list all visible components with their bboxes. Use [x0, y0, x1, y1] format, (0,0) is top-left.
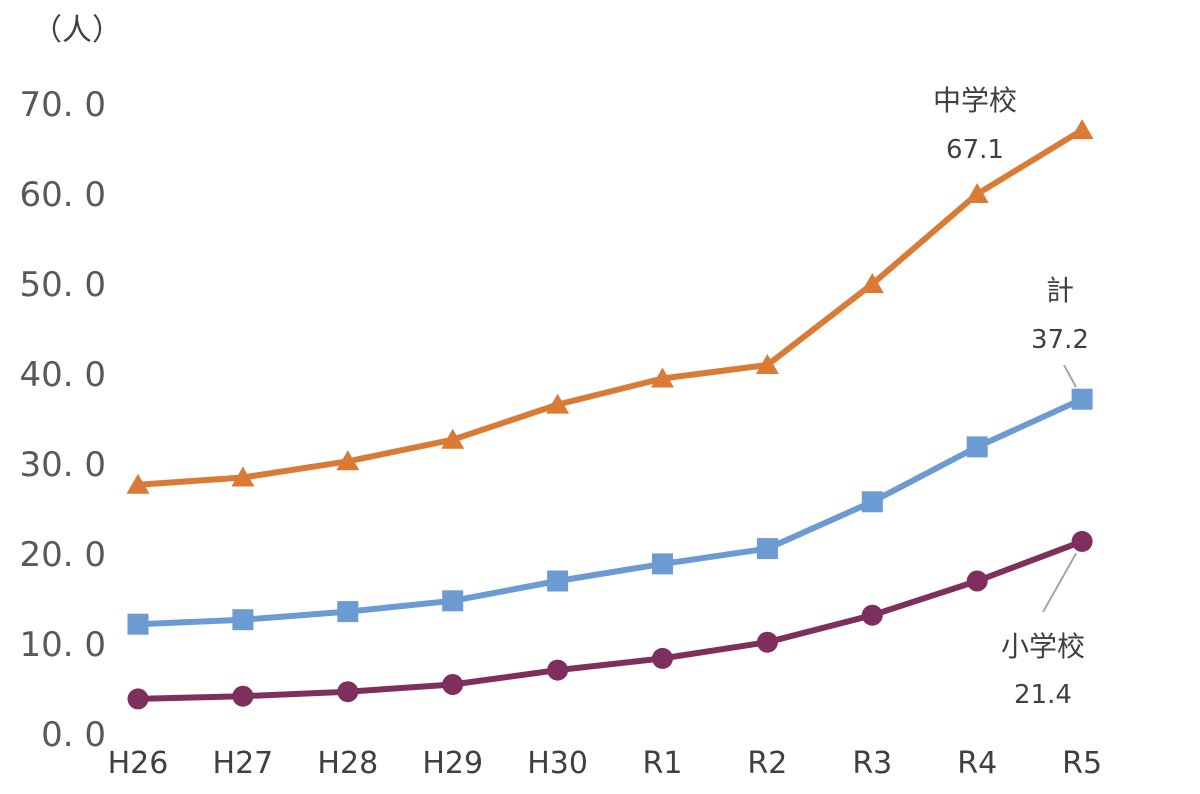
y-tick-label: 10. 0: [19, 625, 106, 665]
data-point-square: [966, 436, 988, 458]
x-tick-label: H27: [213, 746, 274, 781]
x-tick-label: R4: [957, 746, 997, 781]
series-line: [135, 127, 1086, 488]
data-point-square: [861, 491, 883, 513]
data-label: 21.4: [1014, 680, 1072, 710]
leader-lines: [1042, 364, 1077, 613]
y-tick-label: 60. 0: [19, 175, 106, 215]
data-point-triangle: [231, 466, 255, 487]
y-tick-label: 50. 0: [19, 265, 106, 305]
y-tick-label: 40. 0: [19, 355, 106, 395]
data-point-square: [547, 570, 569, 592]
x-tick-label: R1: [643, 746, 683, 781]
data-point-circle: [756, 631, 778, 653]
series-name-label: 小学校: [1001, 630, 1085, 663]
data-point-triangle: [755, 354, 779, 374]
data-point-circle: [547, 659, 569, 681]
leader-line: [1042, 552, 1077, 613]
series-name-label: 計: [1046, 274, 1074, 307]
data-point-circle: [127, 688, 149, 710]
x-axis: H26 H27 H28 H29 H30 R1 R2 R3 R4 R5: [108, 746, 1102, 781]
data-point-square: [337, 601, 359, 623]
data-point-triangle: [965, 183, 989, 203]
series-labels: 中学校 67.1 計 37.2 小学校 21.4: [933, 84, 1089, 710]
data-point-triangle: [860, 273, 884, 293]
y-axis: 0. 0 10. 0 20. 0 30. 0 40. 0 50. 0 60. 0 70. 0: [19, 85, 106, 755]
data-point-square: [127, 613, 149, 635]
data-point-circle: [442, 674, 464, 695]
data-label: 67.1: [946, 135, 1004, 165]
series-line: [135, 538, 1086, 702]
data-point-circle: [337, 681, 359, 703]
data-point-triangle: [336, 450, 360, 471]
data-point-square: [1071, 388, 1093, 410]
x-tick-label: R3: [852, 746, 892, 781]
unit-label: （人）: [32, 13, 122, 48]
data-point-circle: [861, 604, 883, 626]
y-tick-label: 70. 0: [19, 85, 106, 125]
y-tick-label: 30. 0: [19, 445, 106, 485]
x-tick-label: H30: [527, 746, 588, 781]
data-point-circle: [232, 685, 254, 707]
data-point-triangle: [651, 367, 674, 388]
x-tick-label: R2: [747, 746, 787, 781]
series-line: [135, 396, 1086, 628]
y-tick-label: 20. 0: [19, 535, 106, 575]
x-tick-label: H29: [422, 746, 483, 781]
data-label: 37.2: [1031, 325, 1089, 355]
data-point-circle: [1071, 530, 1093, 552]
data-point-triangle: [126, 473, 150, 494]
x-tick-label: H26: [108, 746, 169, 781]
x-tick-label: R5: [1062, 746, 1102, 781]
data-point-square: [652, 553, 673, 575]
data-point-circle: [652, 647, 673, 669]
x-tick-label: H28: [317, 746, 378, 781]
leader-line: [1063, 364, 1077, 388]
series-name-label: 中学校: [933, 84, 1017, 117]
data-point-circle: [966, 570, 988, 592]
data-point-square: [442, 590, 464, 612]
data-point-square: [232, 609, 254, 631]
series-group: [126, 119, 1094, 710]
data-point-triangle: [1070, 119, 1094, 140]
data-point-triangle: [546, 393, 570, 414]
data-point-square: [756, 538, 778, 560]
y-tick-label: 0. 0: [41, 715, 106, 755]
data-point-triangle: [441, 428, 465, 449]
